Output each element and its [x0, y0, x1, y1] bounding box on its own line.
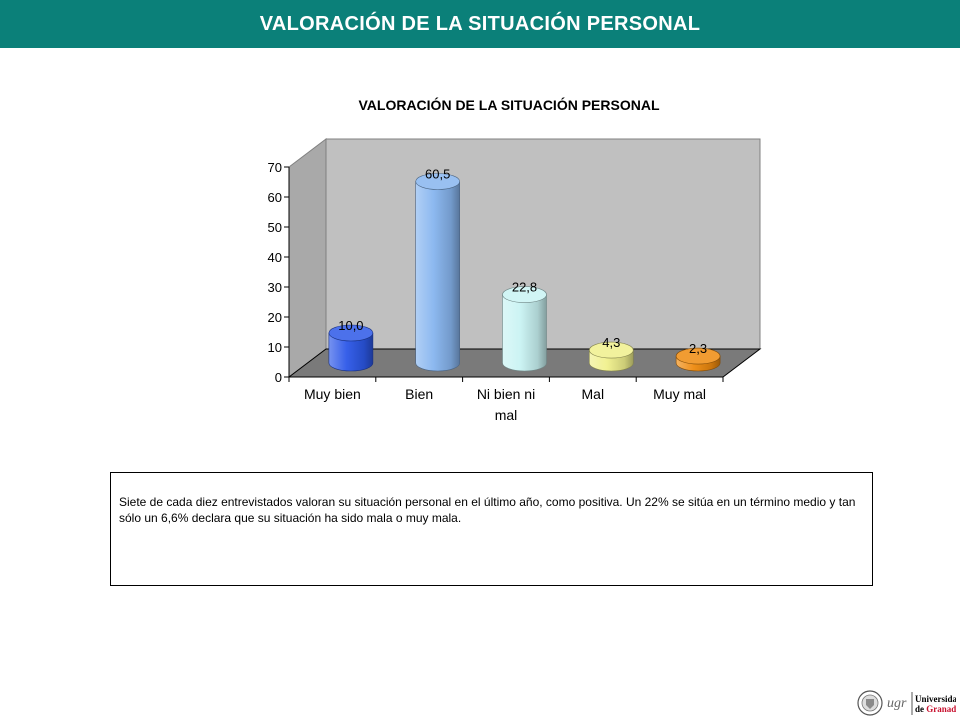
- header-bar: VALORACIÓN DE LA SITUACIÓN PERSONAL: [0, 0, 960, 48]
- bar: [415, 173, 461, 372]
- y-tick-label: 0: [275, 370, 282, 385]
- x-tick-label: Muy mal: [653, 386, 706, 402]
- bar: [502, 286, 547, 372]
- x-tick-label: Ni bien ni mal: [477, 386, 535, 423]
- bar-top: [328, 324, 374, 342]
- data-label: 4,3: [602, 335, 620, 350]
- y-tick-label: 20: [268, 310, 282, 325]
- y-tick-label: 70: [268, 160, 282, 175]
- bar-top: [675, 347, 721, 365]
- y-tick-label: 60: [268, 190, 282, 205]
- logo-line2: de Granada: [915, 704, 956, 714]
- bar-body: [328, 332, 374, 372]
- bar: [328, 324, 374, 372]
- chart-title: VALORACIÓN DE LA SITUACIÓN PERSONAL: [358, 96, 659, 113]
- bar-top: [415, 173, 461, 190]
- x-tick-label: Mal: [582, 386, 605, 402]
- y-tick-label: 50: [268, 220, 282, 235]
- bar: [675, 347, 721, 372]
- x-tick-label: Bien: [405, 386, 433, 402]
- logo-line2-prefix: de: [915, 704, 926, 714]
- x-tick-label: Muy bien: [304, 386, 361, 402]
- logo-line2-highlight: Granada: [926, 704, 956, 714]
- bar-chart: VALORACIÓN DE LA SITUACIÓN PERSONAL 0 10 2…: [268, 96, 762, 423]
- logo-mark: ugr: [887, 696, 907, 711]
- y-tick-label: 10: [268, 340, 282, 355]
- chart-side-wall: [288, 137, 327, 379]
- description-box: Siete de cada diez entrevistados valoran…: [110, 472, 873, 586]
- bar: [588, 341, 634, 372]
- bar-body: [415, 181, 460, 372]
- data-label: 2,3: [689, 341, 707, 356]
- data-label: 10,0: [338, 318, 363, 333]
- bar-top: [588, 341, 634, 359]
- y-tick-label: 30: [268, 280, 282, 295]
- data-label: 22,8: [512, 280, 537, 295]
- bar-top: [502, 286, 547, 303]
- page-title: VALORACIÓN DE LA SITUACIÓN PERSONAL: [259, 12, 701, 35]
- bar-body: [502, 294, 547, 372]
- crest-icon: [857, 690, 883, 716]
- y-tick-label: 40: [268, 250, 282, 265]
- description-text: Siete de cada diez entrevistados valoran…: [119, 495, 856, 525]
- data-label: 60,5: [425, 167, 450, 182]
